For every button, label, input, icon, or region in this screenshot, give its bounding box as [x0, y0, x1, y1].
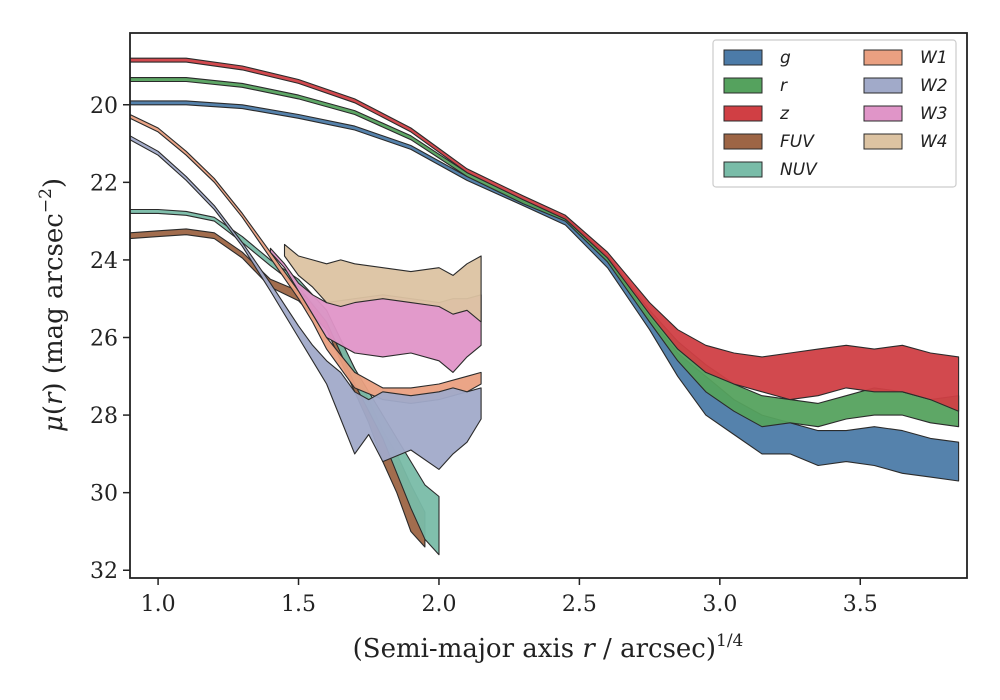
legend-label-z: z: [779, 104, 790, 124]
x-tick-label: 1.5: [281, 592, 316, 617]
y-tick-label: 32: [90, 559, 118, 584]
y-tick-label: 22: [90, 171, 118, 196]
legend-label-w3: W3: [920, 104, 948, 124]
legend-swatch-z: [723, 105, 763, 122]
x-tick-label: 3.0: [702, 592, 737, 617]
y-tick-label: 28: [90, 404, 118, 429]
legend-label-g: g: [780, 48, 791, 68]
x-axis: 1.0 1.5 2.0 2.5 3.0 3.5: [141, 578, 878, 617]
y-tick-label: 30: [90, 482, 118, 507]
legend-label-w1: W1: [920, 48, 948, 68]
series-band-z: [130, 57, 960, 412]
legend-swatch-w4: [863, 133, 903, 150]
x-tick-label: 2.0: [421, 592, 456, 617]
series-band-w2: [130, 135, 482, 470]
plot-frame: [129, 32, 968, 579]
y-axis-label: μ(r) (mag arcsec−2): [36, 178, 69, 432]
series-layer: [130, 57, 960, 556]
x-axis-label: (Semi-major axis r / arcsec)1/4: [353, 631, 744, 664]
legend-label-r: r: [780, 76, 788, 96]
legend-swatch-fuv: [723, 133, 763, 150]
x-tick-label: 2.5: [562, 592, 597, 617]
legend-swatch-w2: [863, 77, 903, 94]
legend-swatch-nuv: [723, 161, 763, 178]
legend-swatch-g: [723, 49, 763, 66]
legend-label-w4: W4: [920, 132, 948, 152]
series-band-w4: [283, 243, 482, 323]
y-tick-label: 26: [90, 327, 118, 352]
legend-frame: [712, 39, 957, 188]
series-band-nuv: [130, 208, 440, 556]
y-axis: 20 22 24 26 28 30 32: [90, 94, 130, 584]
legend-label-nuv: NUV: [780, 160, 818, 180]
legend-swatch-w3: [863, 105, 903, 122]
legend-label-w2: W2: [920, 76, 948, 96]
x-tick-label: 1.0: [141, 592, 176, 617]
legend-swatch-r: [723, 77, 763, 94]
legend-swatch-w1: [863, 49, 903, 66]
legend-label-fuv: FUV: [780, 132, 815, 152]
y-tick-label: 24: [90, 249, 118, 274]
x-tick-label: 3.5: [843, 592, 878, 617]
y-tick-label: 20: [90, 94, 118, 119]
legend: grz FUV NUV W1 W2 W3 W4: [712, 39, 957, 188]
